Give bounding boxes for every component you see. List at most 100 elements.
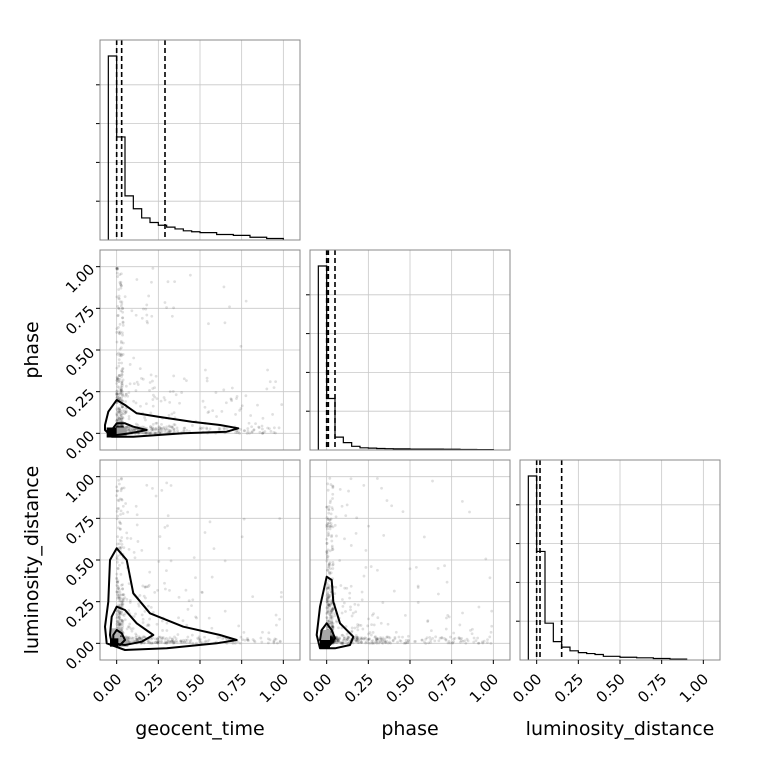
scatter-point <box>244 394 248 398</box>
scatter-point <box>356 623 360 626</box>
scatter-point <box>168 640 172 644</box>
scatter-point <box>136 423 140 427</box>
scatter-point <box>325 557 329 561</box>
scatter-point <box>156 640 160 644</box>
scatter-point <box>246 638 250 642</box>
scatter-point <box>118 273 122 277</box>
scatter-point <box>116 579 120 583</box>
scatter-point <box>206 640 209 644</box>
scatter-point <box>115 376 119 380</box>
scatter-point <box>116 377 120 381</box>
scatter-point <box>119 391 123 395</box>
scatter-point <box>151 393 155 397</box>
scatter-point <box>115 389 119 393</box>
scatter-point <box>367 632 370 636</box>
scatter-point <box>237 430 240 434</box>
scatter-point <box>134 635 138 639</box>
scatter-point <box>357 638 361 641</box>
scatter-point <box>329 636 333 640</box>
scatter-point <box>118 331 121 335</box>
scatter-point <box>488 635 492 639</box>
scatter-point <box>326 586 330 590</box>
scatter-point <box>147 431 151 435</box>
scatter-point <box>246 637 249 640</box>
scatter-point <box>127 391 131 395</box>
scatter-point <box>117 395 121 399</box>
scatter-point <box>118 588 121 592</box>
scatter-point <box>355 636 359 640</box>
scatter-point <box>140 316 144 320</box>
scatter-point <box>150 280 153 284</box>
scatter-point <box>115 331 119 334</box>
scatter-point <box>240 404 244 408</box>
scatter-point <box>329 621 333 625</box>
scatter-point <box>336 638 340 642</box>
scatter-point <box>440 636 444 639</box>
scatter-point <box>329 524 333 528</box>
scatter-point <box>116 424 119 428</box>
scatter-point <box>120 487 123 491</box>
scatter-point <box>151 379 154 383</box>
scatter-point <box>326 482 330 486</box>
scatter-point <box>117 593 120 597</box>
scatter-point <box>117 288 121 291</box>
scatter-point <box>115 580 119 584</box>
contour-line <box>315 575 355 650</box>
scatter-point <box>140 548 144 552</box>
scatter-point <box>326 517 330 521</box>
scatter-point <box>343 586 347 590</box>
y-tick-label: 0.75 <box>62 512 98 548</box>
scatter-point <box>118 396 122 400</box>
scatter-point <box>326 592 329 596</box>
scatter-point <box>154 426 158 430</box>
scatter-point <box>204 639 208 643</box>
scatter-point <box>252 428 256 432</box>
scatter-point <box>119 280 123 284</box>
scatter-point <box>330 546 334 550</box>
scatter-point <box>340 611 344 615</box>
scatter-point <box>121 409 125 412</box>
scatter-point <box>260 424 264 428</box>
scatter-point <box>326 602 330 606</box>
scatter-point <box>210 626 214 630</box>
scatter-point <box>331 621 335 625</box>
scatter-point <box>268 427 271 431</box>
scatter-point <box>407 639 410 643</box>
scatter-point <box>234 431 237 434</box>
scatter-point <box>438 636 442 640</box>
scatter-point <box>119 286 123 290</box>
scatter-point <box>119 415 123 419</box>
histogram-panel-geocent-time <box>96 39 301 241</box>
scatter-point <box>119 572 123 576</box>
scatter-point <box>116 314 120 317</box>
scatter-point <box>198 640 201 643</box>
scatter-point <box>118 497 122 501</box>
scatter-point <box>150 641 153 645</box>
scatter-point <box>132 550 136 554</box>
scatter-point <box>123 412 127 416</box>
scatter-point <box>279 590 283 594</box>
scatter-point <box>420 638 424 642</box>
scatter-point <box>143 416 146 419</box>
scatter-point <box>329 609 333 613</box>
scatter-point <box>359 640 363 644</box>
scatter-point <box>115 572 119 576</box>
scatter-point <box>261 431 265 435</box>
scatter-point <box>128 640 131 644</box>
scatter-point <box>116 584 120 588</box>
scatter-point <box>197 635 201 639</box>
scatter-point <box>424 637 428 641</box>
scatter-point <box>341 641 345 645</box>
scatter-point <box>329 636 333 639</box>
scatter-point <box>118 623 122 627</box>
scatter-point <box>380 486 383 490</box>
scatter-point <box>170 637 174 641</box>
scatter-points <box>115 476 283 645</box>
scatter-point <box>120 382 124 386</box>
scatter-point <box>118 413 122 416</box>
scatter-point <box>446 613 450 617</box>
scatter-point <box>116 619 120 623</box>
scatter-point <box>118 347 122 351</box>
scatter-point <box>376 637 380 641</box>
histogram-step <box>527 475 688 660</box>
